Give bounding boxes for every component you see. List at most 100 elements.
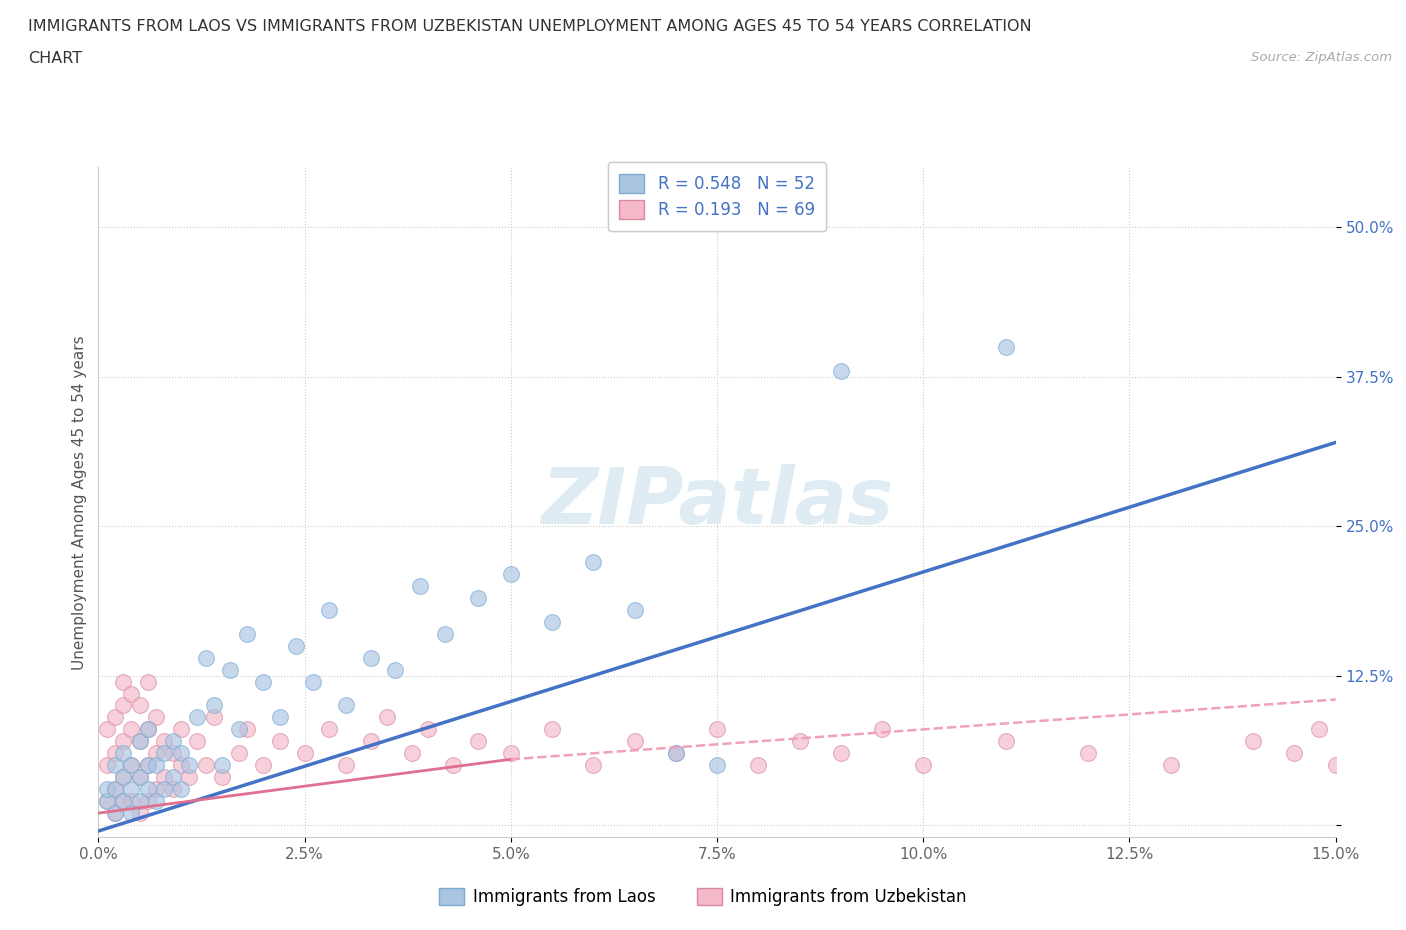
Point	[202, 698, 225, 713]
Point	[170, 722, 193, 737]
Point	[153, 734, 176, 749]
Point	[128, 734, 150, 749]
Point	[104, 710, 127, 724]
Point	[994, 339, 1017, 354]
Point	[128, 734, 150, 749]
Point	[360, 734, 382, 749]
Point	[162, 746, 184, 761]
Point	[706, 722, 728, 737]
Point	[170, 782, 193, 797]
Point	[236, 626, 259, 641]
Legend: R = 0.548   N = 52, R = 0.193   N = 69: R = 0.548 N = 52, R = 0.193 N = 69	[607, 163, 827, 231]
Point	[96, 782, 118, 797]
Point	[294, 746, 316, 761]
Point	[1160, 758, 1182, 773]
Point	[136, 722, 159, 737]
Point	[433, 626, 456, 641]
Text: CHART: CHART	[28, 51, 82, 66]
Point	[104, 746, 127, 761]
Point	[120, 782, 142, 797]
Point	[96, 722, 118, 737]
Text: Source: ZipAtlas.com: Source: ZipAtlas.com	[1251, 51, 1392, 64]
Point	[120, 722, 142, 737]
Point	[335, 758, 357, 773]
Point	[162, 782, 184, 797]
Point	[252, 674, 274, 689]
Point	[162, 770, 184, 785]
Point	[665, 746, 688, 761]
Y-axis label: Unemployment Among Ages 45 to 54 years: Unemployment Among Ages 45 to 54 years	[72, 335, 87, 670]
Point	[418, 722, 440, 737]
Point	[153, 782, 176, 797]
Point	[153, 770, 176, 785]
Point	[318, 722, 340, 737]
Point	[136, 758, 159, 773]
Point	[112, 793, 135, 808]
Point	[228, 746, 250, 761]
Point	[747, 758, 769, 773]
Point	[128, 698, 150, 713]
Point	[236, 722, 259, 737]
Point	[104, 758, 127, 773]
Point	[112, 746, 135, 761]
Point	[211, 770, 233, 785]
Point	[401, 746, 423, 761]
Point	[136, 674, 159, 689]
Point	[120, 686, 142, 701]
Point	[541, 722, 564, 737]
Point	[1284, 746, 1306, 761]
Point	[104, 805, 127, 820]
Point	[499, 746, 522, 761]
Point	[409, 578, 432, 593]
Point	[104, 805, 127, 820]
Point	[623, 734, 645, 749]
Point	[104, 782, 127, 797]
Point	[112, 770, 135, 785]
Point	[145, 793, 167, 808]
Point	[112, 698, 135, 713]
Point	[211, 758, 233, 773]
Point	[375, 710, 398, 724]
Point	[499, 566, 522, 581]
Point	[541, 615, 564, 630]
Point	[789, 734, 811, 749]
Point	[467, 734, 489, 749]
Point	[96, 793, 118, 808]
Point	[145, 710, 167, 724]
Point	[120, 805, 142, 820]
Point	[384, 662, 406, 677]
Point	[285, 638, 308, 653]
Point	[128, 770, 150, 785]
Point	[104, 782, 127, 797]
Point	[269, 710, 291, 724]
Text: ZIPatlas: ZIPatlas	[541, 464, 893, 540]
Point	[194, 758, 217, 773]
Point	[136, 793, 159, 808]
Point	[994, 734, 1017, 749]
Point	[112, 674, 135, 689]
Point	[153, 746, 176, 761]
Point	[112, 770, 135, 785]
Point	[1308, 722, 1330, 737]
Point	[623, 603, 645, 618]
Point	[302, 674, 325, 689]
Point	[170, 758, 193, 773]
Point	[128, 793, 150, 808]
Point	[179, 770, 201, 785]
Point	[467, 591, 489, 605]
Point	[870, 722, 893, 737]
Point	[360, 650, 382, 665]
Point	[120, 758, 142, 773]
Point	[96, 758, 118, 773]
Point	[112, 793, 135, 808]
Point	[202, 710, 225, 724]
Point	[145, 746, 167, 761]
Point	[120, 758, 142, 773]
Point	[706, 758, 728, 773]
Point	[335, 698, 357, 713]
Point	[830, 364, 852, 379]
Point	[830, 746, 852, 761]
Point	[136, 758, 159, 773]
Point	[582, 758, 605, 773]
Point	[136, 782, 159, 797]
